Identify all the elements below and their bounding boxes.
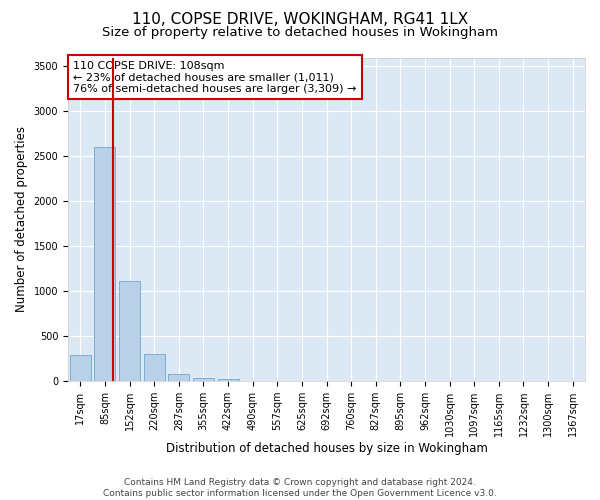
Bar bbox=[169, 374, 189, 381]
Text: 110, COPSE DRIVE, WOKINGHAM, RG41 1LX: 110, COPSE DRIVE, WOKINGHAM, RG41 1LX bbox=[132, 12, 468, 28]
X-axis label: Distribution of detached houses by size in Wokingham: Distribution of detached houses by size … bbox=[166, 442, 487, 455]
Text: 110 COPSE DRIVE: 108sqm
← 23% of detached houses are smaller (1,011)
76% of semi: 110 COPSE DRIVE: 108sqm ← 23% of detache… bbox=[73, 60, 356, 94]
Bar bbox=[218, 379, 239, 381]
Bar bbox=[119, 282, 140, 381]
Text: Contains HM Land Registry data © Crown copyright and database right 2024.
Contai: Contains HM Land Registry data © Crown c… bbox=[103, 478, 497, 498]
Bar bbox=[144, 354, 164, 381]
Bar bbox=[70, 355, 91, 381]
Bar bbox=[193, 378, 214, 381]
Y-axis label: Number of detached properties: Number of detached properties bbox=[15, 126, 28, 312]
Text: Size of property relative to detached houses in Wokingham: Size of property relative to detached ho… bbox=[102, 26, 498, 39]
Bar bbox=[94, 148, 115, 381]
